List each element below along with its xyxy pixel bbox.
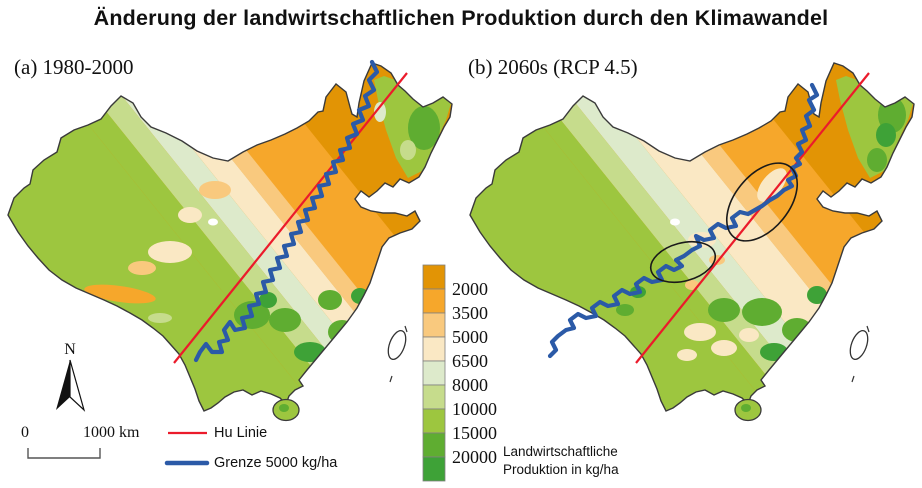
- legend-break-15000: 15000: [452, 423, 497, 443]
- scale-max-label: 1000 km: [83, 424, 140, 441]
- hu-line-b: [635, 72, 870, 364]
- legend-break-3500: 3500: [452, 303, 488, 323]
- panel-b-label: (b) 2060s (RCP 4.5): [468, 55, 638, 79]
- highlight-ellipse-large: [725, 162, 799, 242]
- grenze-line-label: Grenze 5000 kg/ha: [214, 455, 338, 471]
- scale-bar: [27, 448, 101, 459]
- legend-break-5000: 5000: [452, 327, 488, 347]
- north-arrow-icon: [56, 359, 86, 412]
- legend-break-8000: 8000: [452, 375, 488, 395]
- legend-caption-line2: Produktion in kg/ha: [503, 461, 619, 477]
- grenze-5000-line-a: [193, 59, 380, 363]
- legend-break-10000: 10000: [452, 399, 497, 419]
- hu-line-a: [173, 72, 408, 364]
- legend-break-20000: 20000: [452, 447, 497, 467]
- legend-caption: Landwirtschaftliche Produktion in kg/ha: [503, 443, 673, 479]
- figure-title: Änderung der landwirtschaftlichen Produk…: [93, 6, 829, 30]
- scale-zero-label: 0: [21, 424, 29, 441]
- legend-caption-line1: Landwirtschaftliche: [503, 444, 618, 459]
- legend-color-bar: [422, 264, 446, 482]
- highlight-ellipse-small: [649, 240, 717, 284]
- hu-line-label: Hu Linie: [214, 425, 268, 441]
- legend-break-2000: 2000: [452, 279, 488, 299]
- panel-a-label: (a) 1980-2000: [14, 55, 134, 79]
- legend-break-6500: 6500: [452, 351, 488, 371]
- north-label: N: [64, 341, 76, 358]
- grenze-5000-line-b: [547, 82, 820, 359]
- production-patches-a: [84, 102, 440, 362]
